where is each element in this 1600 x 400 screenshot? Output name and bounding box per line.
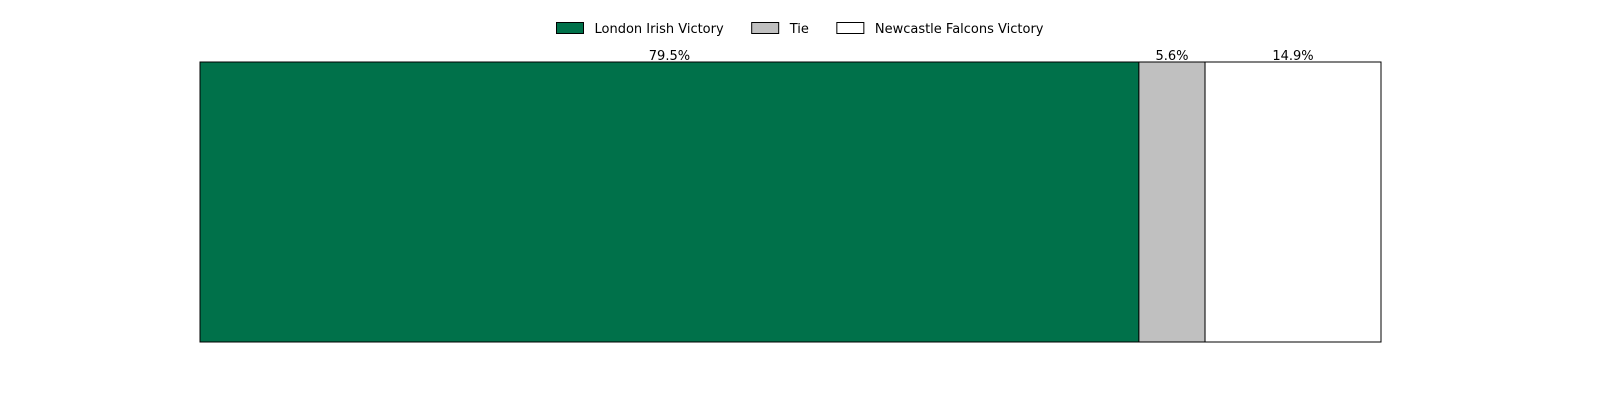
- bar-group: [199, 61, 1382, 343]
- data-label-tie: 5.6%: [1155, 49, 1188, 64]
- legend-label-london-irish-victory: London Irish Victory: [595, 22, 724, 37]
- legend-swatch-newcastle-falcons-victory: [836, 22, 865, 34]
- legend-label-newcastle-falcons-victory: Newcastle Falcons Victory: [875, 22, 1044, 37]
- legend-swatch-london-irish-victory: [556, 22, 584, 34]
- bar-tie: [1138, 61, 1206, 343]
- bar-newcastle-falcons-victory: [1204, 61, 1382, 343]
- legend-label-tie: Tie: [789, 22, 809, 37]
- legend-item-tie: Tie: [751, 22, 809, 37]
- data-label-london-irish-victory: 79.5%: [649, 49, 690, 64]
- legend: London Irish Victory Tie Newcastle Falcons…: [556, 22, 1044, 37]
- legend-item-newcastle-falcons-victory: Newcastle Falcons Victory: [836, 22, 1044, 37]
- legend-item-london-irish-victory: London Irish Victory: [556, 22, 724, 37]
- data-label-group: 79.5% 5.6% 14.9%: [649, 49, 1314, 64]
- bar-london-irish-victory: [199, 61, 1140, 343]
- legend-swatch-tie: [751, 22, 780, 34]
- data-label-newcastle-falcons-victory: 14.9%: [1272, 49, 1313, 64]
